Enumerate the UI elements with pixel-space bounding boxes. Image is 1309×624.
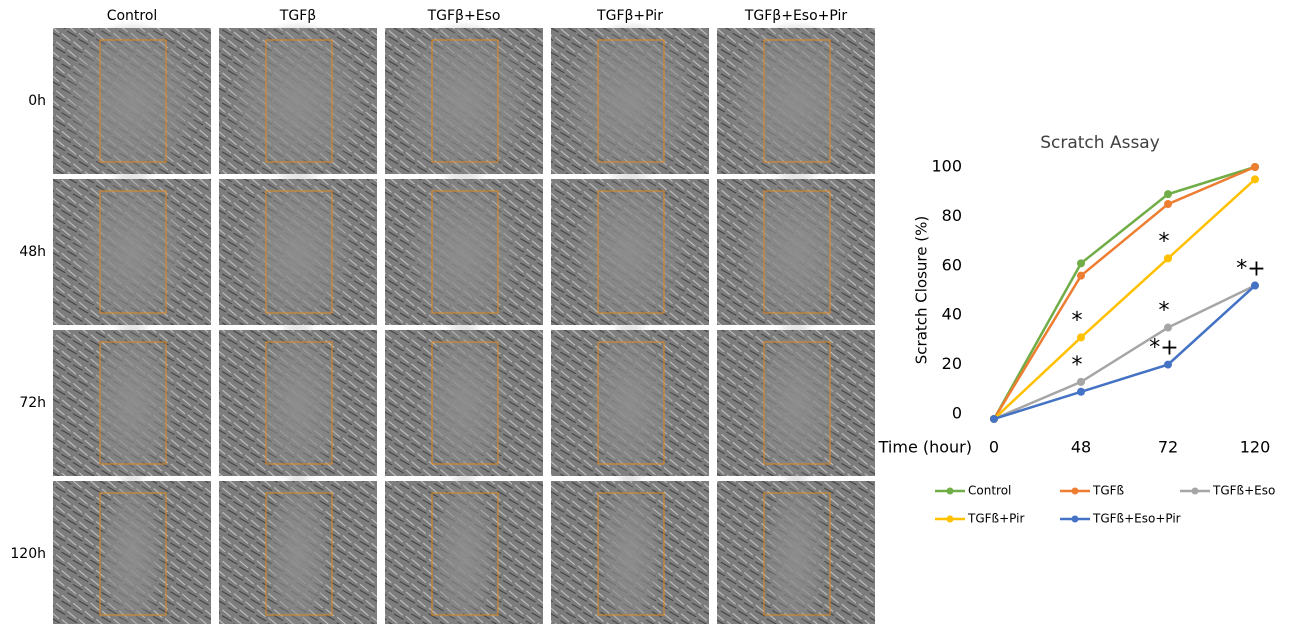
legend-item: TGFß+Pir bbox=[935, 512, 1024, 526]
y-axis-label: Scratch Closure (%) bbox=[913, 216, 931, 364]
significance-mark: *+ bbox=[1149, 336, 1178, 361]
x-tick-label: 120 bbox=[1240, 438, 1271, 457]
wound-area bbox=[572, 172, 689, 333]
legend-item: Control bbox=[935, 484, 1011, 498]
wound-area bbox=[61, 21, 203, 182]
y-tick-label: 20 bbox=[942, 354, 962, 373]
data-point bbox=[1251, 163, 1259, 171]
data-point bbox=[1077, 272, 1085, 280]
x-axis-label: Time (hour) bbox=[878, 438, 972, 457]
row-label: 72h bbox=[19, 395, 46, 411]
data-point bbox=[1251, 282, 1259, 290]
significance-mark: * bbox=[1159, 229, 1170, 254]
figure: ControlTGFβTGFβ+EsoTGFβ+PirTGFβ+Eso+Pir0… bbox=[0, 0, 1309, 624]
significance-mark: *+ bbox=[1236, 257, 1265, 282]
legend-marker bbox=[947, 516, 954, 523]
data-point bbox=[1077, 388, 1085, 396]
wound-area bbox=[725, 21, 867, 182]
significance-mark: * bbox=[1072, 308, 1083, 333]
legend-marker bbox=[1072, 516, 1079, 523]
wound-area bbox=[227, 21, 369, 182]
row-label: 120h bbox=[10, 546, 46, 562]
y-tick-label: 80 bbox=[942, 206, 962, 225]
wound-area bbox=[406, 172, 523, 333]
legend-label: TGFß+Eso bbox=[1212, 484, 1275, 498]
data-point bbox=[1164, 324, 1172, 332]
legend-label: TGFß bbox=[1092, 484, 1125, 498]
significance-mark: * bbox=[1072, 353, 1083, 378]
row-label: 0h bbox=[28, 93, 46, 109]
data-point bbox=[1077, 378, 1085, 386]
x-tick-label: 48 bbox=[1071, 438, 1091, 457]
wound-area bbox=[559, 21, 701, 182]
significance-mark: * bbox=[1159, 299, 1170, 324]
series-line bbox=[994, 179, 1255, 419]
wound-area bbox=[738, 172, 855, 333]
wound-area bbox=[74, 172, 191, 333]
y-tick-label: 0 bbox=[952, 404, 962, 423]
data-point bbox=[990, 415, 998, 423]
x-tick-label: 0 bbox=[989, 438, 999, 457]
data-point bbox=[1164, 190, 1172, 198]
y-tick-label: 60 bbox=[942, 255, 962, 274]
legend-marker bbox=[1072, 488, 1079, 495]
data-point bbox=[1077, 259, 1085, 267]
data-point bbox=[1164, 200, 1172, 208]
legend-marker bbox=[1192, 488, 1199, 495]
data-point bbox=[1164, 254, 1172, 262]
legend-label: TGFß+Pir bbox=[967, 512, 1024, 526]
row-label: 48h bbox=[19, 244, 46, 260]
x-tick-label: 72 bbox=[1158, 438, 1178, 457]
legend-label: Control bbox=[968, 484, 1011, 498]
legend-label: TGFß+Eso+Pir bbox=[1092, 512, 1181, 526]
legend-item: TGFß bbox=[1060, 484, 1125, 498]
wound-area bbox=[240, 172, 357, 333]
data-point bbox=[1164, 361, 1172, 369]
y-tick-label: 100 bbox=[931, 157, 962, 176]
wound-area bbox=[393, 21, 535, 182]
legend-marker bbox=[947, 488, 954, 495]
y-tick-label: 40 bbox=[942, 305, 962, 324]
data-point bbox=[1077, 333, 1085, 341]
legend-item: TGFß+Eso bbox=[1180, 484, 1275, 498]
legend-item: TGFß+Eso+Pir bbox=[1060, 512, 1181, 526]
chart-title: Scratch Assay bbox=[1040, 133, 1160, 153]
data-point bbox=[1251, 175, 1259, 183]
